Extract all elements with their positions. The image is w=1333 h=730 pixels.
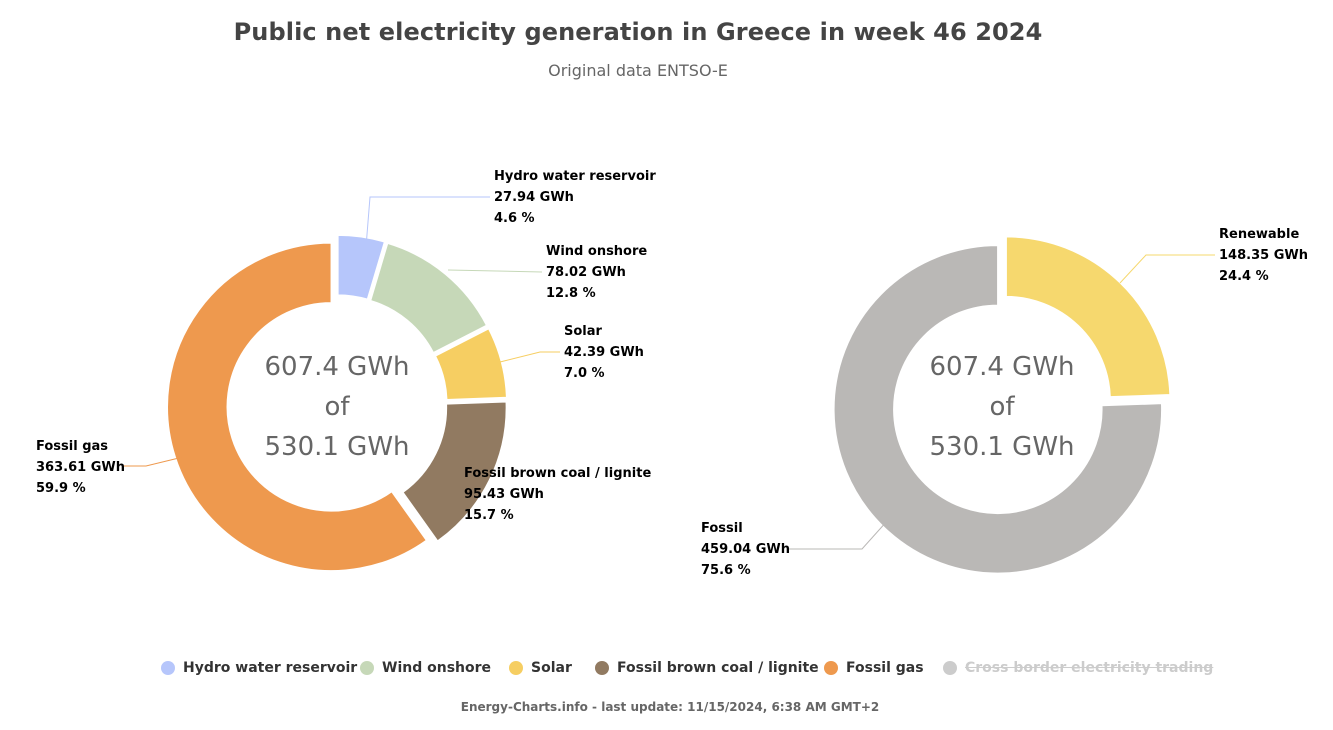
data-label-fossil-brown-coal-lignite-name: Fossil brown coal / lignite xyxy=(464,466,651,481)
legend-item-cross-border-electricity-trading[interactable]: Cross border electricity trading xyxy=(943,657,1213,679)
legend-item-wind-onshore[interactable]: Wind onshore xyxy=(360,657,491,679)
slice-renewable xyxy=(1005,235,1171,398)
legend-marker-icon xyxy=(824,661,838,675)
legend-label: Solar xyxy=(531,660,572,676)
data-label-fossil-gas-value: 363.61 GWh xyxy=(36,460,125,475)
data-label-fossil-gas-percent: 59.9 % xyxy=(36,481,86,496)
data-label-renewable-name: Renewable xyxy=(1219,227,1299,242)
data-label-fossil-percent: 75.6 % xyxy=(701,563,751,578)
connector-hydro-water-reservoir xyxy=(365,196,490,248)
donut-chart-2: Renewable 148.35 GWh 24.4 % Fossil 459.04 GW… xyxy=(701,227,1308,578)
legend-item-solar[interactable]: Solar xyxy=(509,657,572,679)
center-text-2: of xyxy=(989,392,1015,422)
data-label-fossil-name: Fossil xyxy=(701,521,743,536)
legend-marker-icon xyxy=(943,661,957,675)
legend-label: Fossil brown coal / lignite xyxy=(617,660,819,676)
center-text-2: of xyxy=(324,392,350,422)
data-label-wind-onshore-percent: 12.8 % xyxy=(546,286,596,301)
connector-fossil xyxy=(788,519,889,550)
slice-fossil xyxy=(833,244,1163,575)
legend-label: Fossil gas xyxy=(846,660,924,676)
data-label-wind-onshore-name: Wind onshore xyxy=(546,244,647,259)
legend-label: Cross border electricity trading xyxy=(965,660,1214,676)
data-label-fossil-brown-coal-lignite-value: 95.43 GWh xyxy=(464,487,544,502)
chart-title: Public net electricity generation in Gre… xyxy=(233,18,1043,46)
data-label-solar-value: 42.39 GWh xyxy=(564,345,644,360)
donut-chart-1: Hydro water reservoir 27.94 GWh 4.6 % Wind … xyxy=(36,169,656,572)
connector-wind-onshore xyxy=(447,269,543,273)
data-label-hydro-water-reservoir-name: Hydro water reservoir xyxy=(494,169,656,184)
data-label-hydro-water-reservoir-value: 27.94 GWh xyxy=(494,190,574,205)
center-text-3: 530.1 GWh xyxy=(264,432,409,462)
data-label-wind-onshore-value: 78.02 GWh xyxy=(546,265,626,280)
connector-fossil-gas xyxy=(124,456,184,467)
slice-fossil-brown-coal-lignite xyxy=(401,400,508,543)
slice-hydro-water-reservoir xyxy=(337,234,386,301)
legend-label: Wind onshore xyxy=(382,660,492,676)
legend-item-fossil-brown-coal-lignite[interactable]: Fossil brown coal / lignite xyxy=(595,657,819,679)
data-label-fossil-gas-name: Fossil gas xyxy=(36,439,108,454)
data-label-renewable-value: 148.35 GWh xyxy=(1219,248,1308,263)
legend-label: Hydro water reservoir xyxy=(183,660,358,676)
legend-marker-icon xyxy=(360,661,374,675)
chart-subtitle: Original data ENTSO-E xyxy=(548,61,728,80)
slice-solar xyxy=(434,327,508,401)
legend-marker-icon xyxy=(509,661,523,675)
legend-marker-icon xyxy=(595,661,609,675)
center-text-1: 607.4 GWh xyxy=(264,352,409,382)
center-text-1: 607.4 GWh xyxy=(929,352,1074,382)
connector-renewable xyxy=(1119,254,1215,284)
slice-fossil-gas xyxy=(166,242,428,572)
legend-marker-icon xyxy=(161,661,175,675)
legend-item-fossil-gas[interactable]: Fossil gas xyxy=(824,657,924,679)
data-label-renewable-percent: 24.4 % xyxy=(1219,269,1269,284)
data-label-solar-name: Solar xyxy=(564,324,603,339)
footer-credit: Energy-Charts.info - last update: 11/15/… xyxy=(460,700,880,714)
data-label-solar-percent: 7.0 % xyxy=(564,366,605,381)
center-text-3: 530.1 GWh xyxy=(929,432,1074,462)
slice-wind-onshore xyxy=(369,242,488,354)
legend-item-hydro-water-reservoir[interactable]: Hydro water reservoir xyxy=(161,657,357,679)
data-label-fossil-brown-coal-lignite-percent: 15.7 % xyxy=(464,508,514,523)
connector-solar xyxy=(499,351,560,363)
data-label-hydro-water-reservoir-percent: 4.6 % xyxy=(494,211,535,226)
data-label-fossil-value: 459.04 GWh xyxy=(701,542,790,557)
